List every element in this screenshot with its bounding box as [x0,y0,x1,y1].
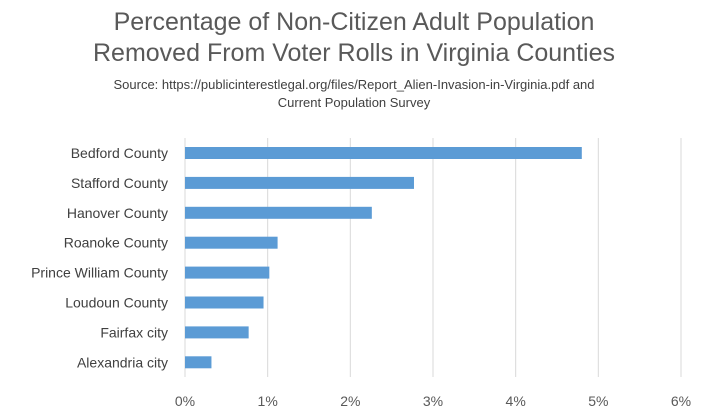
bar [185,296,264,309]
x-tick-label: 6% [671,393,691,409]
category-label: Prince William County [31,265,168,281]
bar [185,326,249,339]
chart-title-line-2: Removed From Voter Rolls in Virginia Cou… [93,39,615,67]
x-tick-label: 1% [258,393,278,409]
category-label: Fairfax city [100,324,168,340]
bar [185,236,278,249]
chart-title-line-1: Percentage of Non-Citizen Adult Populati… [113,8,595,36]
category-label: Bedford County [71,145,168,161]
x-tick-label: 3% [423,393,443,409]
category-label: Alexandria city [77,354,168,370]
bar [185,147,582,159]
x-tick-label: 2% [340,393,360,409]
bar [185,176,414,189]
x-tick-label: 4% [506,393,526,409]
chart-subtitle-line-1: Source: https://publicinterestlegal.org/… [113,77,595,92]
category-label: Loudoun County [65,295,168,311]
chart-subtitle-line-2: Current Population Survey [277,95,431,110]
category-label: Stafford County [71,175,168,191]
bar [185,356,212,369]
category-label: Hanover County [67,205,168,221]
bar [185,266,270,279]
bar [185,206,372,219]
x-tick-label: 0% [175,393,195,409]
x-tick-label: 5% [588,393,608,409]
category-label: Roanoke County [64,235,168,251]
